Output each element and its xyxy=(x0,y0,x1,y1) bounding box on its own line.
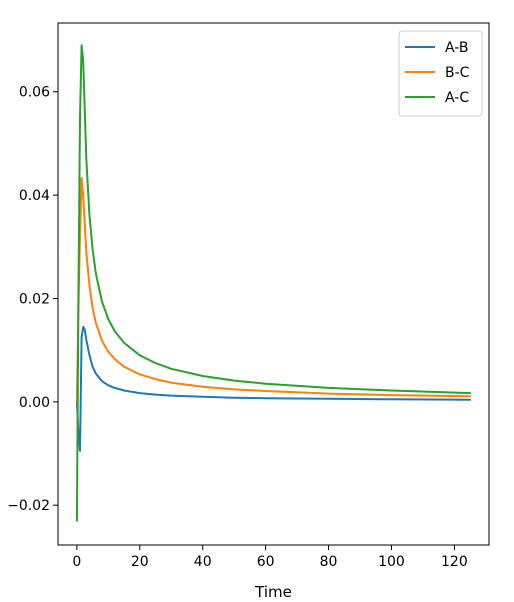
legend-label: B-C xyxy=(445,65,470,81)
series-lines xyxy=(75,44,472,522)
series-line-a-b xyxy=(75,325,472,452)
x-tick-label: 40 xyxy=(194,554,212,570)
y-axis-ticks: −0.02 0.00 0.02 0.04 0.06 xyxy=(7,85,58,514)
x-tick-label: 0 xyxy=(72,554,81,570)
x-tick-label: 80 xyxy=(320,554,338,570)
x-axis-ticks: 0 20 40 60 80 100 120 xyxy=(72,545,468,570)
y-tick-label: 0.04 xyxy=(19,188,50,204)
x-tick-label: 120 xyxy=(441,554,468,570)
series-line-b-c xyxy=(75,177,472,403)
y-tick-label: −0.02 xyxy=(7,498,50,514)
y-tick-label: 0.06 xyxy=(19,85,50,101)
legend-box xyxy=(398,30,483,117)
x-tick-label: 60 xyxy=(257,554,275,570)
y-tick-label: 0.00 xyxy=(19,395,50,411)
legend-label: A-B xyxy=(445,40,468,56)
x-tick-label: 20 xyxy=(131,554,149,570)
plot-frame xyxy=(57,22,490,546)
legend: A-B B-C A-C xyxy=(398,30,483,117)
legend-label: A-C xyxy=(445,90,469,106)
x-axis-label: Time xyxy=(254,583,292,601)
x-tick-label: 100 xyxy=(378,554,405,570)
y-tick-label: 0.02 xyxy=(19,291,50,307)
series-line-a-c xyxy=(75,44,472,522)
